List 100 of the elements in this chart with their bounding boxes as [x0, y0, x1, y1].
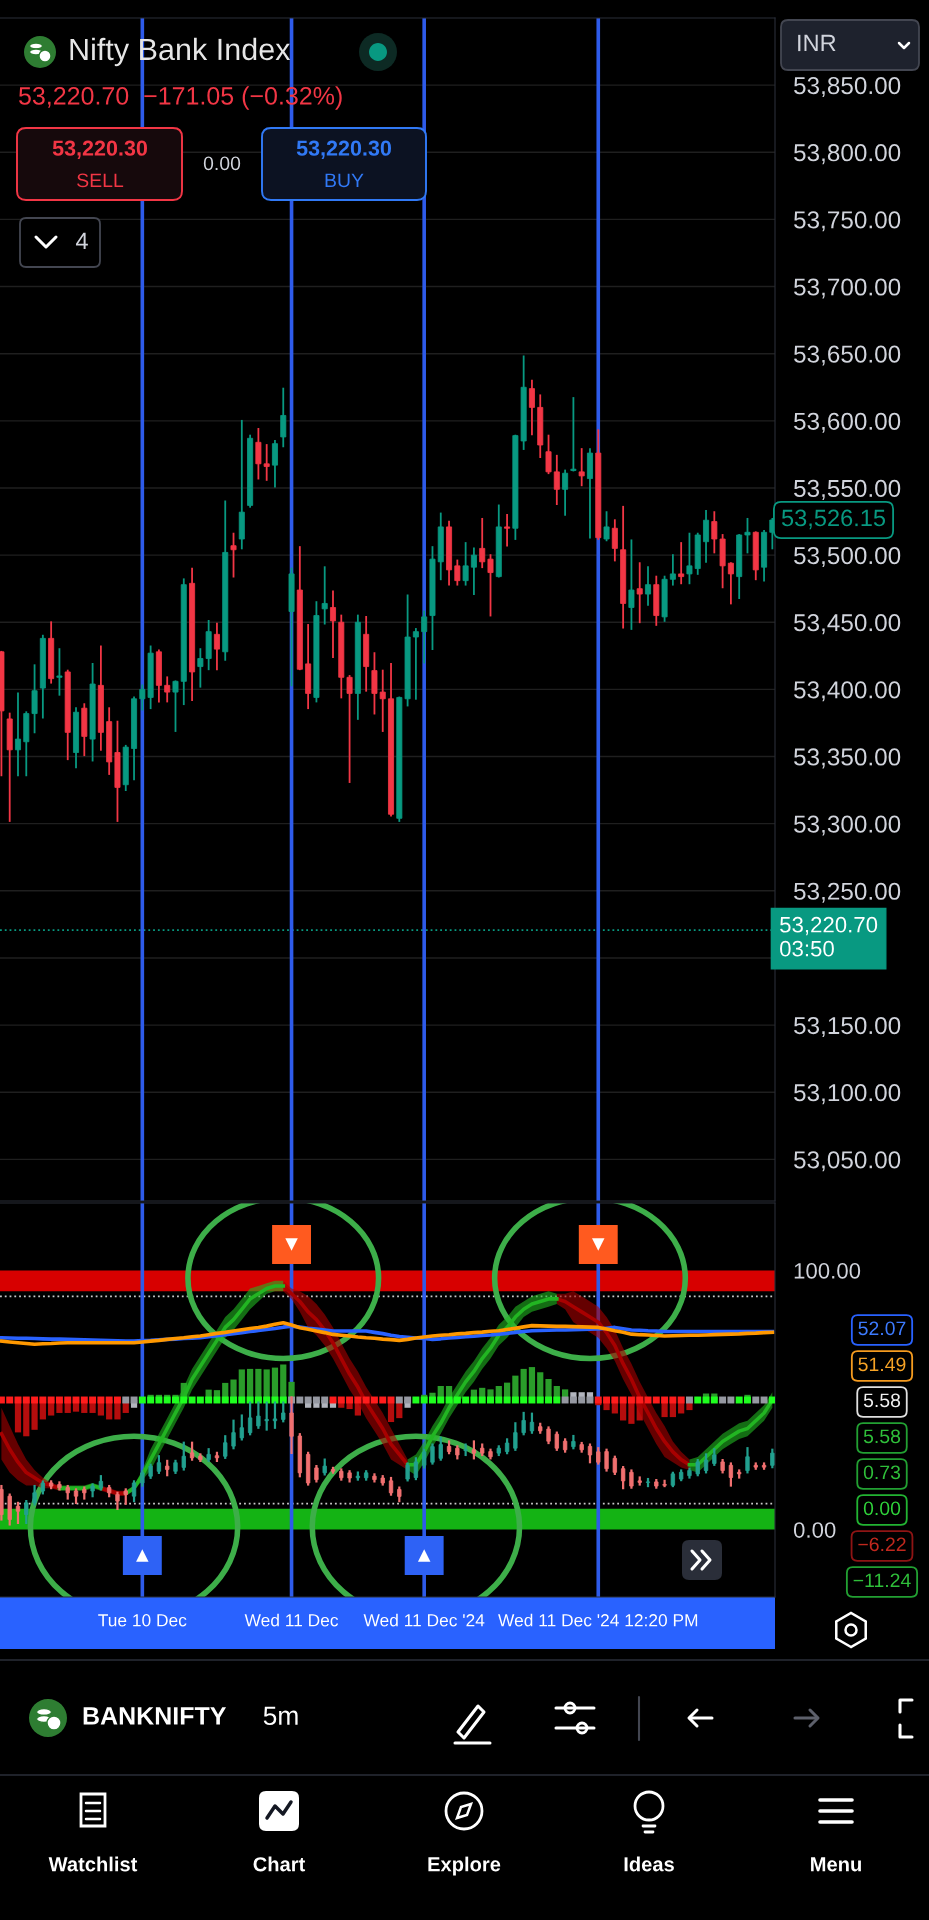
- y-tick-label: 53,800.00: [794, 144, 901, 165]
- candlestick: [371, 652, 378, 715]
- candlestick: [271, 440, 278, 488]
- candlestick: [239, 1414, 244, 1441]
- candlestick: [172, 680, 179, 732]
- text: Ideas: [624, 1856, 674, 1872]
- candlestick: [727, 562, 734, 605]
- candlestick: [24, 1499, 29, 1524]
- candlestick: [330, 590, 336, 659]
- annotation: 53,220.30: [52, 140, 148, 159]
- y-tick-label: 53,250.00: [794, 882, 901, 903]
- y-tick-label: 53,450.00: [794, 614, 901, 635]
- candlestick: [645, 566, 651, 606]
- candlestick: [32, 1484, 37, 1506]
- text: Chart: [253, 1856, 306, 1872]
- candlestick: [454, 559, 461, 586]
- candlestick: [379, 669, 386, 732]
- annotation: 4: [75, 232, 88, 250]
- annotation: 0.00: [203, 156, 241, 171]
- candlestick: [628, 539, 635, 630]
- x-tick-label: Tue 10 Dec: [98, 1614, 187, 1627]
- candlestick: [570, 397, 577, 472]
- candlestick: [223, 1435, 228, 1459]
- candlestick: [164, 676, 171, 703]
- candlestick: [487, 554, 494, 617]
- candlestick: [463, 1443, 468, 1457]
- candlestick: [421, 610, 428, 664]
- x-tick-label: Wed 11 Dec '24: [363, 1613, 485, 1627]
- candlestick: [280, 387, 287, 448]
- candlestick: [636, 562, 643, 624]
- annotation: SELL: [77, 173, 124, 188]
- text: 51.49: [858, 1357, 906, 1372]
- y-tick-label: 53,850.00: [794, 76, 901, 98]
- candlestick: [504, 513, 511, 547]
- y-tick-label: 53,350.00: [794, 748, 901, 769]
- annotation: BUY: [325, 173, 364, 188]
- y-tick-label: 53,600.00: [794, 412, 901, 433]
- text: INR: [798, 34, 836, 52]
- x-tick-label: Wed 11 Dec '24 12:20 PM: [498, 1613, 698, 1627]
- y-tick-label: 53,550.00: [794, 479, 901, 500]
- candlestick: [603, 511, 610, 542]
- candlestick: [438, 1436, 443, 1461]
- candlestick: [669, 554, 676, 586]
- candlestick: [430, 1443, 435, 1465]
- candlestick: [230, 532, 237, 578]
- candlestick: [231, 1419, 236, 1450]
- y-tick-label: 53,400.00: [794, 681, 901, 702]
- y-tick-label: 100.00: [794, 1262, 861, 1279]
- candlestick: [479, 517, 486, 569]
- y-tick-label: 53,300.00: [794, 815, 901, 836]
- text: −6.22: [858, 1537, 906, 1552]
- text: 5.58: [863, 1429, 901, 1444]
- candlestick: [15, 1501, 21, 1524]
- candlestick: [355, 1471, 361, 1481]
- text: 0.73: [863, 1465, 901, 1480]
- y-tick-label: 53,750.00: [794, 211, 901, 232]
- candlestick: [462, 542, 469, 586]
- candlestick: [528, 379, 535, 436]
- y-tick-label: 0.00: [793, 1522, 836, 1538]
- candlestick: [321, 566, 328, 625]
- candlestick: [578, 448, 585, 487]
- candlestick: [31, 664, 38, 734]
- candlestick: [413, 1457, 419, 1481]
- candlestick: [611, 519, 618, 562]
- candlestick: [470, 547, 477, 595]
- y-tick-label: 53,050.00: [794, 1151, 901, 1172]
- candlestick: [181, 1441, 186, 1471]
- y-tick-label: 53,150.00: [794, 1016, 901, 1038]
- candlestick: [745, 1447, 750, 1474]
- text: 5m: [263, 1706, 298, 1726]
- candlestick: [213, 622, 220, 671]
- y-tick-label: 53,100.00: [794, 1084, 901, 1105]
- candlestick: [545, 434, 552, 475]
- candlestick: [57, 1481, 62, 1491]
- text: Watchlist: [48, 1856, 138, 1872]
- text: 52.07: [858, 1321, 906, 1336]
- candlestick: [562, 469, 569, 516]
- y-tick-label: 53,700.00: [794, 278, 901, 299]
- candlestick: [728, 1462, 734, 1487]
- candlestick: [703, 509, 710, 563]
- text: 5.58: [863, 1393, 901, 1408]
- candlestick: [15, 692, 21, 777]
- candlestick: [7, 1493, 12, 1526]
- candlestick: [131, 1480, 137, 1503]
- text: Menu: [811, 1857, 861, 1872]
- candlestick: [744, 517, 751, 554]
- candlestick: [678, 542, 685, 585]
- candlestick: [412, 628, 419, 700]
- candlestick: [553, 454, 560, 505]
- text: BANKNIFTY: [83, 1707, 227, 1725]
- candlestick: [686, 532, 693, 585]
- text: −11.24: [853, 1573, 911, 1588]
- ref-line-label: 53,220.70 03:50: [780, 916, 878, 957]
- y-tick-label: 53,650.00: [794, 345, 901, 366]
- candlestick: [513, 1422, 518, 1451]
- x-tick-label: Wed 11 Dec: [244, 1613, 339, 1627]
- candlestick: [372, 1473, 377, 1483]
- annotation: 53,220.30: [296, 140, 392, 159]
- candlestick: [662, 1479, 667, 1488]
- candlestick: [604, 1448, 609, 1472]
